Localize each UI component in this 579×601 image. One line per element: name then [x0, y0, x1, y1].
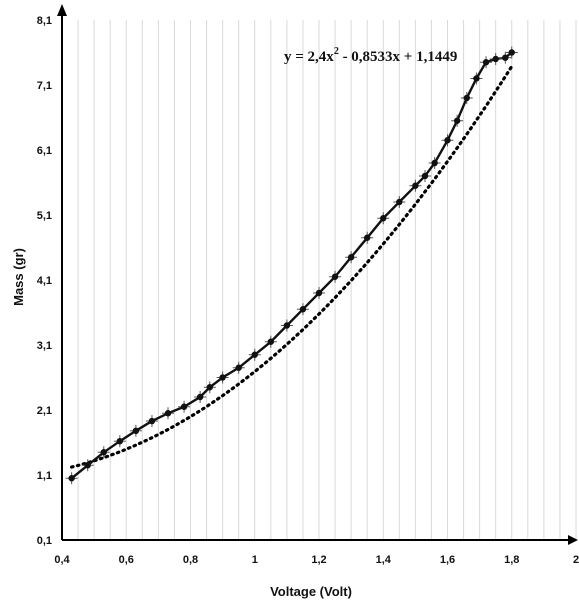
- data-point: [463, 94, 470, 102]
- y-tick-label: 1,1: [37, 470, 52, 482]
- x-tick-label: 1,6: [440, 554, 455, 566]
- y-tick-label: 2,1: [37, 405, 52, 417]
- data-point: [219, 374, 226, 381]
- data-point: [100, 449, 107, 456]
- data-point: [331, 273, 339, 280]
- x-tick-label: 1,4: [376, 554, 392, 566]
- y-tick-label: 3,1: [37, 340, 52, 352]
- data-point: [148, 417, 156, 425]
- data-point: [235, 364, 242, 371]
- data-point: [363, 234, 371, 241]
- y-tick-label: 8,1: [37, 15, 52, 27]
- y-axis-title: Mass (gr): [11, 248, 26, 306]
- x-tick-label: 1,8: [504, 554, 519, 566]
- data-series: [65, 46, 518, 485]
- y-tick-label: 5,1: [37, 210, 52, 222]
- x-axis-title: Voltage (Volt): [270, 584, 352, 599]
- y-tick-label: 4,1: [37, 275, 52, 287]
- data-point: [421, 172, 429, 180]
- equation-rest: - 0,8533x + 1,1449: [339, 49, 458, 65]
- grid-lines: [77, 20, 577, 540]
- data-point: [347, 254, 355, 261]
- y-axis-arrow: [57, 4, 67, 16]
- data-point: [267, 338, 275, 345]
- data-point: [132, 427, 140, 434]
- equation-label: y = 2,4x: [284, 49, 334, 65]
- y-tick-label: 7,1: [37, 80, 52, 92]
- data-point: [206, 384, 213, 391]
- data-point: [251, 351, 258, 358]
- data-point: [116, 438, 124, 445]
- data-point: [164, 410, 172, 417]
- data-point: [396, 198, 403, 206]
- y-tick-label: 6,1: [37, 145, 52, 157]
- data-point: [380, 215, 387, 222]
- data-point: [412, 182, 419, 189]
- data-point: [196, 393, 204, 401]
- data-point: [180, 403, 188, 410]
- trendline-curve: [70, 64, 514, 469]
- data-point: [444, 137, 451, 144]
- y-tick-label: 0,1: [37, 535, 52, 547]
- data-point: [502, 54, 509, 61]
- x-tick-label: 1: [252, 554, 258, 566]
- x-tick-label: 0,8: [183, 554, 198, 566]
- data-point: [482, 59, 490, 66]
- x-axis-arrow: [568, 535, 578, 545]
- trendline: [70, 64, 514, 469]
- data-point: [315, 289, 323, 297]
- x-tick-label: 0,4: [54, 554, 70, 566]
- data-point: [431, 159, 438, 167]
- x-tick-label: 2: [573, 554, 579, 566]
- equation-exponent: 2: [334, 46, 339, 57]
- data-point: [453, 117, 461, 124]
- data-point: [473, 75, 480, 82]
- data-point: [508, 49, 515, 56]
- data-point: [84, 462, 91, 469]
- axes: [57, 4, 578, 545]
- series-line: [70, 51, 513, 480]
- trendline-equation: y = 2,4x2 - 0,8533x + 1,1449: [284, 46, 457, 65]
- y-tick-labels: 0,1 1,1 2,1 3,1 4,1 5,1 6,1 7,1 8,1: [37, 15, 52, 547]
- data-point: [68, 475, 75, 482]
- data-point: [283, 322, 291, 329]
- data-point: [299, 306, 307, 313]
- x-tick-label: 1,2: [311, 554, 326, 566]
- x-tick-label: 0,6: [119, 554, 134, 566]
- data-point: [492, 55, 499, 63]
- x-tick-labels: 0,4 0,6 0,8 1 1,2 1,4 1,6 1,8 2: [54, 554, 579, 566]
